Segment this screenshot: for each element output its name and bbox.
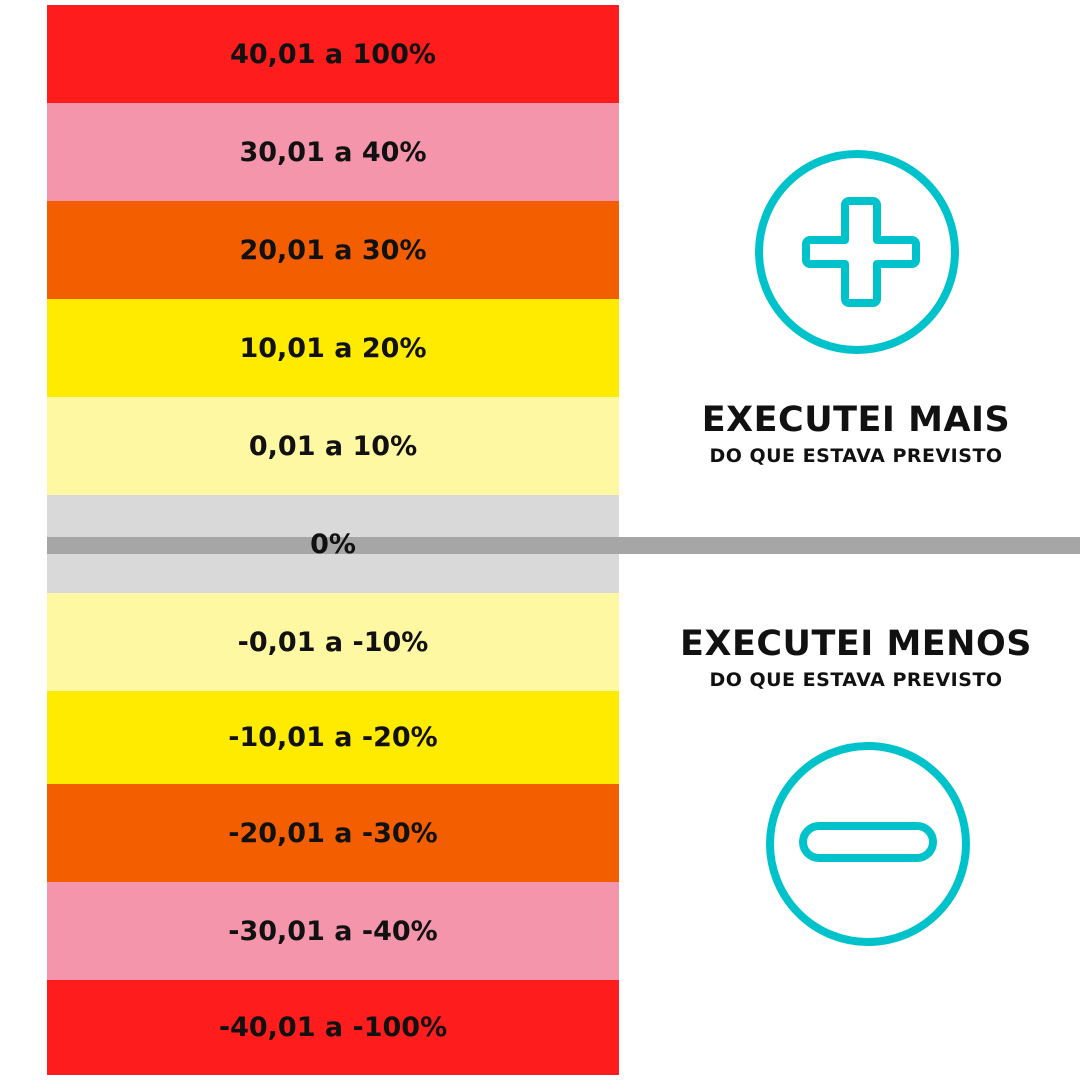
band-neg-20-30: -20,01 a -30% — [47, 784, 619, 882]
lower-title: EXECUTEI MENOS — [680, 624, 1032, 664]
minus-circle-icon — [766, 742, 970, 946]
band-20-30: 20,01 a 30% — [47, 201, 619, 299]
plus-circle-icon — [755, 150, 959, 354]
percentage-scale: 40,01 a 100% 30,01 a 40% 20,01 a 30% 10,… — [47, 5, 619, 1075]
zero-divider-line — [47, 537, 1080, 554]
band-neg-0-10: -0,01 a -10% — [47, 593, 619, 691]
band-label: 0,01 a 10% — [248, 430, 418, 462]
band-30-40: 30,01 a 40% — [47, 103, 619, 201]
lower-subtitle: DO QUE ESTAVA PREVISTO — [709, 669, 1003, 691]
band-label: -0,01 a -10% — [237, 626, 429, 658]
band-label: -10,01 a -20% — [228, 722, 438, 753]
band-label: 20,01 a 30% — [239, 234, 427, 266]
band-label: -40,01 a -100% — [218, 1012, 448, 1043]
band-40-100: 40,01 a 100% — [47, 5, 619, 103]
band-label: 40,01 a 100% — [230, 38, 436, 70]
band-label: -20,01 a -30% — [228, 817, 438, 849]
band-label: 30,01 a 40% — [239, 136, 427, 168]
band-neg-10-20: -10,01 a -20% — [47, 691, 619, 784]
band-label: 10,01 a 20% — [239, 332, 427, 364]
band-10-20: 10,01 a 20% — [47, 299, 619, 397]
upper-caption: EXECUTEI MAIS DO QUE ESTAVA PREVISTO — [666, 398, 1046, 470]
upper-subtitle: DO QUE ESTAVA PREVISTO — [709, 445, 1003, 467]
band-neg-30-40: -30,01 a -40% — [47, 882, 619, 980]
band-0-10: 0,01 a 10% — [47, 397, 619, 495]
band-label: 0% — [310, 528, 356, 560]
band-label: -30,01 a -40% — [228, 915, 438, 947]
band-neg-40-100: -40,01 a -100% — [47, 980, 619, 1075]
upper-title: EXECUTEI MAIS — [701, 400, 1011, 440]
lower-caption: EXECUTEI MENOS DO QUE ESTAVA PREVISTO — [666, 622, 1046, 694]
